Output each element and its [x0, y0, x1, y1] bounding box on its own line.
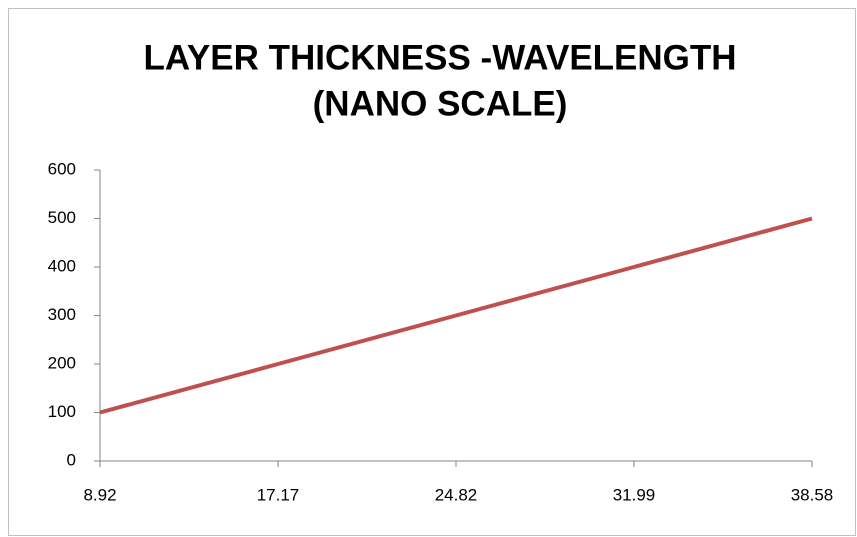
y-tick-label: 0: [67, 450, 76, 469]
x-tick-label: 8.92: [83, 485, 116, 504]
x-tick-label: 38.58: [791, 485, 834, 504]
x-tick-label: 31.99: [613, 485, 656, 504]
chart-border: [8, 8, 856, 536]
y-tick-label: 300: [48, 305, 76, 324]
x-tick-label: 17.17: [257, 485, 300, 504]
y-tick-label: 200: [48, 353, 76, 372]
y-tick-label: 400: [48, 256, 76, 275]
y-tick-label: 600: [48, 159, 76, 178]
series-line: [99, 216, 813, 415]
y-tick-label: 500: [48, 208, 76, 227]
x-tick-label: 24.82: [435, 485, 478, 504]
y-tick-label: 100: [48, 402, 76, 421]
chart-title: (NANO SCALE): [313, 84, 568, 123]
chart-title: LAYER THICKNESS -WAVELENGTH: [143, 38, 736, 77]
